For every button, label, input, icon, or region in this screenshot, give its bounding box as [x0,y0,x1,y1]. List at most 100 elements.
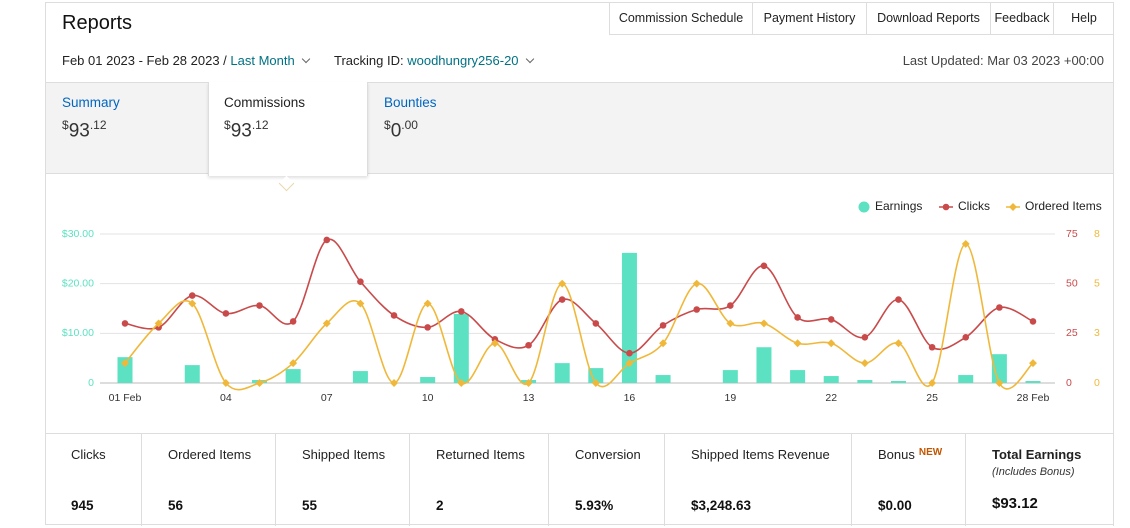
point [827,316,835,323]
x-tick-label: 01 Feb [109,392,142,404]
point [524,379,533,387]
point [188,299,197,308]
bar [554,363,570,383]
legend-marker [1009,203,1017,211]
nav-button[interactable]: Help [1053,2,1114,34]
point [727,302,734,309]
stat-cell: Conversion 5.93% [549,434,665,526]
nav-button[interactable]: Feedback [990,2,1053,34]
tab[interactable]: Summary $93.12 [62,95,120,142]
bar [588,368,604,383]
stat-label-text: Conversion [575,447,641,462]
point [491,335,499,343]
bar [352,371,368,383]
point [692,279,701,288]
point [860,359,869,368]
point [390,379,398,387]
tab-amount: $93.12 [224,118,305,142]
stat-label: Ordered Items [168,447,251,462]
point [457,308,465,315]
point [188,292,196,299]
tab[interactable]: Commissions $93.12 [224,95,305,142]
bar [621,252,637,383]
tab-amount: $0.00 [384,118,437,142]
y3-tick-label: 0 [1094,377,1100,389]
line [124,238,1034,355]
stat-label-text: Returned Items [436,447,525,462]
nav-button[interactable]: Commission Schedule [609,2,752,34]
page-title: Reports [62,12,133,34]
stat-value: 55 [302,498,318,513]
nav-button[interactable]: Download Reports [866,2,990,34]
bar [756,347,772,383]
stat-badge: NEW [918,447,943,458]
point [323,236,331,244]
bar [117,357,133,383]
chevron [525,54,534,64]
bar [420,377,436,383]
point [659,339,668,348]
x-tick-label: 10 [422,392,434,404]
nav-button[interactable]: Payment History [752,2,866,34]
tab[interactable]: Bounties $0.00 [384,95,437,142]
fraction: .12 [89,118,107,132]
y-tick-label: $10.00 [62,327,94,339]
point [659,322,667,329]
stat-cell: Clicks 945 [45,434,142,526]
bar [184,365,200,383]
x-tick-label: 16 [624,392,636,404]
x-tick-label: 28 Feb [1017,392,1050,404]
stat-value: 945 [71,498,94,513]
point [760,262,768,270]
tab-label: Commissions [224,95,306,110]
currency: $ [62,118,69,132]
point [357,278,364,285]
y2-tick-label: 50 [1066,277,1078,289]
stat-label: Conversion [575,447,641,462]
tracking-id[interactable]: woodhungry256-20 [407,53,519,68]
fraction: .00 [401,118,418,132]
bar [890,381,906,383]
y3-tick-label: 8 [1094,228,1100,240]
legend-label: Ordered Items [1025,199,1102,213]
currency: $ [224,118,231,132]
point [895,296,902,303]
x-tick-label: 22 [825,392,837,404]
y2-tick-label: 75 [1066,228,1078,240]
stat-label: Shipped Items [302,447,385,462]
point [760,319,768,328]
stat-label-text: Bonus [878,447,915,462]
legend-marker [858,201,870,213]
bar [722,370,738,383]
report-card [45,2,1114,525]
point [256,302,263,309]
tracking-label: Tracking ID: [334,53,404,68]
point [592,320,600,327]
stat-value: 56 [168,498,184,513]
tab-amount: $93.12 [62,118,120,142]
tracking-filter[interactable]: Tracking ID: woodhungry256-20 [334,53,534,68]
tab-label: Bounties [384,95,437,110]
top-nav: Commission Schedule Payment History Down… [609,2,1114,35]
whole: 93 [230,120,252,142]
bar [1025,381,1041,383]
whole: 0 [390,120,402,142]
date-filter[interactable]: Feb 01 2023 - Feb 28 2023 / Last Month [62,53,310,68]
point [457,379,466,387]
bar [991,354,1007,383]
stat-cell: Total Earnings (Includes Bonus) $93.12 [966,434,1114,526]
point [490,339,499,348]
stat-label: Total Earnings [992,447,1081,462]
bar [453,313,469,383]
point [793,339,802,348]
point [289,318,297,325]
stat-label: Bonus NEW [878,447,942,462]
x-tick-label: 07 [321,392,333,404]
stat-label: Shipped Items Revenue [691,447,830,462]
y3-tick-label: 3 [1094,327,1100,339]
stat-cell: Bonus NEW $0.00 [852,434,966,526]
point [222,310,230,317]
point [558,296,566,303]
period[interactable]: Last Month [230,53,295,68]
point [962,334,970,341]
